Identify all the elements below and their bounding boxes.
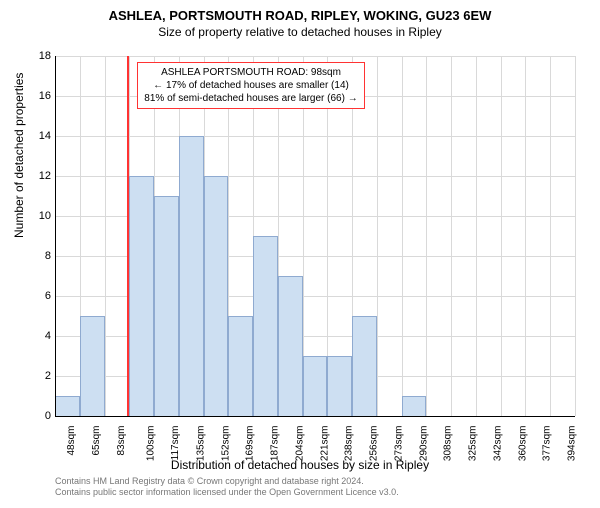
x-tick-label: 117sqm bbox=[170, 426, 181, 461]
x-tick-label: 65sqm bbox=[91, 426, 102, 456]
x-tick-label: 377sqm bbox=[542, 426, 553, 462]
histogram-bar bbox=[129, 176, 154, 416]
chart-title-main: ASHLEA, PORTSMOUTH ROAD, RIPLEY, WOKING,… bbox=[0, 8, 600, 23]
histogram-bar bbox=[253, 236, 278, 416]
gridline-vertical bbox=[451, 56, 452, 416]
chart-area: 02468101214161848sqm65sqm83sqm100sqm117s… bbox=[55, 56, 575, 416]
x-tick-label: 394sqm bbox=[567, 426, 578, 462]
histogram-bar bbox=[303, 356, 328, 416]
gridline-horizontal bbox=[55, 136, 575, 137]
y-tick-label: 2 bbox=[21, 370, 51, 382]
annotation-line: ← 17% of detached houses are smaller (14… bbox=[144, 79, 357, 92]
gridline-vertical bbox=[105, 56, 106, 416]
y-tick-label: 14 bbox=[21, 130, 51, 142]
gridline-vertical bbox=[426, 56, 427, 416]
x-tick-label: 256sqm bbox=[369, 426, 380, 462]
x-tick-label: 221sqm bbox=[319, 426, 330, 462]
annotation-line: ASHLEA PORTSMOUTH ROAD: 98sqm bbox=[144, 66, 357, 79]
histogram-bar bbox=[204, 176, 229, 416]
gridline-vertical bbox=[575, 56, 576, 416]
histogram-bar bbox=[154, 196, 179, 416]
gridline-horizontal bbox=[55, 56, 575, 57]
x-tick-label: 169sqm bbox=[245, 426, 256, 462]
plot-region: 02468101214161848sqm65sqm83sqm100sqm117s… bbox=[55, 56, 575, 416]
x-tick-label: 135sqm bbox=[195, 426, 206, 462]
y-axis-line bbox=[55, 56, 56, 416]
histogram-bar bbox=[179, 136, 204, 416]
y-tick-label: 0 bbox=[21, 410, 51, 422]
histogram-bar bbox=[278, 276, 303, 416]
x-tick-label: 273sqm bbox=[393, 426, 404, 462]
x-tick-label: 308sqm bbox=[443, 426, 454, 462]
histogram-bar bbox=[228, 316, 253, 416]
gridline-vertical bbox=[402, 56, 403, 416]
annotation-box: ASHLEA PORTSMOUTH ROAD: 98sqm← 17% of de… bbox=[137, 62, 364, 109]
footer-line-1: Contains HM Land Registry data © Crown c… bbox=[55, 476, 399, 487]
y-tick-label: 12 bbox=[21, 170, 51, 182]
x-tick-label: 204sqm bbox=[294, 426, 305, 462]
footer-attribution: Contains HM Land Registry data © Crown c… bbox=[55, 476, 399, 498]
y-tick-label: 10 bbox=[21, 210, 51, 222]
x-tick-label: 83sqm bbox=[116, 426, 127, 456]
x-tick-label: 238sqm bbox=[344, 426, 355, 462]
annotation-line: 81% of semi-detached houses are larger (… bbox=[144, 92, 357, 105]
x-tick-label: 342sqm bbox=[493, 426, 504, 462]
y-tick-label: 8 bbox=[21, 250, 51, 262]
x-tick-label: 48sqm bbox=[66, 426, 77, 456]
y-tick-label: 6 bbox=[21, 290, 51, 302]
histogram-bar bbox=[352, 316, 377, 416]
gridline-vertical bbox=[525, 56, 526, 416]
histogram-bar bbox=[402, 396, 427, 416]
x-tick-label: 100sqm bbox=[146, 426, 157, 462]
histogram-bar bbox=[80, 316, 105, 416]
y-tick-label: 18 bbox=[21, 50, 51, 62]
x-tick-label: 152sqm bbox=[220, 426, 231, 462]
x-tick-label: 325sqm bbox=[468, 426, 479, 462]
histogram-bar bbox=[327, 356, 352, 416]
gridline-vertical bbox=[377, 56, 378, 416]
x-tick-label: 360sqm bbox=[517, 426, 528, 462]
gridline-vertical bbox=[501, 56, 502, 416]
footer-line-2: Contains public sector information licen… bbox=[55, 487, 399, 498]
chart-title-sub: Size of property relative to detached ho… bbox=[0, 25, 600, 39]
x-tick-label: 290sqm bbox=[418, 426, 429, 462]
gridline-vertical bbox=[476, 56, 477, 416]
x-axis-label: Distribution of detached houses by size … bbox=[0, 458, 600, 472]
y-tick-label: 4 bbox=[21, 330, 51, 342]
x-tick-label: 187sqm bbox=[270, 426, 281, 462]
reference-line bbox=[127, 56, 129, 416]
gridline-vertical bbox=[550, 56, 551, 416]
x-axis-line bbox=[55, 416, 575, 417]
y-tick-label: 16 bbox=[21, 90, 51, 102]
histogram-bar bbox=[55, 396, 80, 416]
